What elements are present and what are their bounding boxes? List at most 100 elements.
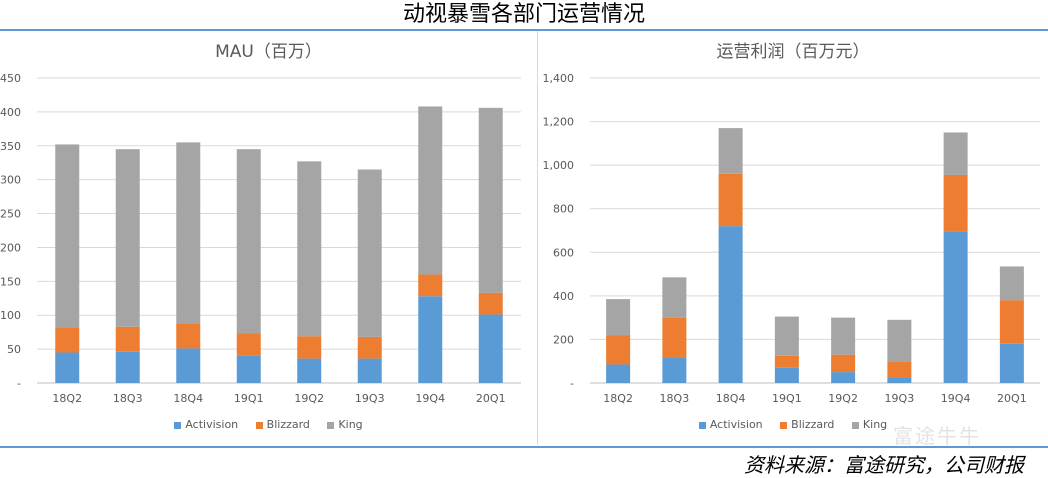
bar-segment-king: [662, 277, 687, 318]
y-tick-label: 200: [0, 241, 21, 254]
legend-label: Activision: [185, 418, 239, 431]
y-tick-label: 450: [0, 72, 21, 85]
legend-item-king: King: [851, 418, 888, 431]
bar-segment-blizzard: [297, 336, 322, 359]
legend-label: Blizzard: [791, 418, 835, 431]
x-tick-label: 20Q1: [997, 392, 1027, 405]
title-underline: [0, 29, 1048, 31]
legend-swatch: [255, 421, 263, 429]
x-tick-label: 18Q2: [52, 392, 82, 405]
y-tick-label: 150: [0, 275, 21, 288]
bar-segment-activision: [176, 348, 201, 383]
x-tick-label: 18Q3: [113, 392, 143, 405]
x-tick-label: 18Q4: [173, 392, 203, 405]
bar-segment-king: [774, 316, 799, 356]
x-tick-label: 19Q4: [941, 392, 971, 405]
bar-segment-blizzard: [418, 274, 443, 297]
operating-profit-chart: - 200 400 600 800 1,000 1,200 1,400 18Q2 18Q3 18Q4…: [543, 72, 1040, 405]
y-tick-label: 250: [0, 208, 21, 221]
bar-segment-activision: [718, 226, 743, 383]
bar-segment-king: [606, 299, 631, 336]
x-tick-label: 19Q2: [828, 392, 858, 405]
legend-item-blizzard: Blizzard: [780, 418, 834, 431]
bar-segment-blizzard: [774, 355, 799, 368]
x-tick-label: 19Q4: [415, 392, 445, 405]
bar-segment-activision: [418, 296, 443, 383]
source-note: 资料来源：富途研究，公司财报: [744, 453, 1024, 477]
y-tick-label: 800: [553, 203, 574, 216]
bar-segment-king: [297, 161, 322, 337]
legend-item-blizzard: Blizzard: [255, 418, 310, 431]
bar-segment-activision: [774, 367, 799, 383]
mau-chart-panel: MAU（百万） - 50 100 150 200 250 300 350 400 450 18Q2 1…: [0, 31, 537, 445]
page-title: 动视暴雪各部门运营情况: [402, 2, 645, 27]
x-tick-label: 19Q2: [294, 392, 324, 405]
panel-divider: [537, 31, 538, 445]
chart-title: 运营利润（百万元）: [716, 42, 870, 62]
x-tick-label: 19Q3: [355, 392, 385, 405]
y-tick-label: 1,200: [543, 116, 575, 129]
bar-segment-king: [115, 149, 140, 327]
bar-segment-activision: [478, 314, 503, 383]
legend-label: King: [862, 418, 888, 431]
legend-swatch: [698, 421, 706, 429]
chart-legend: Activision Blizzard King: [538, 418, 1048, 431]
legend-label: King: [338, 418, 363, 431]
bar-segment-blizzard: [357, 336, 382, 359]
legend-label: Blizzard: [266, 418, 310, 431]
bar-segment-king: [718, 128, 743, 174]
bar-segment-activision: [943, 231, 968, 383]
bar-segment-king: [236, 149, 261, 334]
x-tick-label: 18Q2: [603, 392, 633, 405]
y-tick-label: 400: [553, 290, 574, 303]
y-tick-label: 400: [0, 106, 21, 119]
bar-segment-king: [999, 266, 1024, 301]
bar-segment-blizzard: [606, 335, 631, 365]
x-tick-label: 19Q3: [885, 392, 915, 405]
bar-segment-blizzard: [999, 300, 1024, 344]
x-tick-label: 19Q1: [772, 392, 802, 405]
y-tick-label: 100: [0, 309, 21, 322]
bar-segment-king: [478, 107, 503, 293]
y-tick-label: 200: [553, 333, 574, 346]
operating-profit-chart-panel: 运营利润（百万元） - 200 400 600 800 1,000 1,200 1,400 18…: [538, 31, 1048, 445]
bar-segment-blizzard: [943, 174, 968, 232]
x-tick-label: 18Q4: [716, 392, 746, 405]
bar-segment-king: [418, 106, 443, 275]
bar-segment-blizzard: [831, 354, 856, 373]
bar-segment-activision: [887, 377, 912, 383]
bar-segment-blizzard: [115, 326, 140, 352]
bar-segment-activision: [115, 351, 140, 383]
x-tick-label: 19Q1: [234, 392, 264, 405]
legend-swatch: [780, 421, 788, 429]
legend-swatch: [327, 421, 335, 429]
bar-segment-activision: [606, 364, 631, 383]
legend-swatch: [851, 421, 859, 429]
bar-segment-blizzard: [55, 327, 80, 353]
bar-segment-king: [831, 317, 856, 355]
bar-segment-blizzard: [478, 292, 503, 315]
y-tick-label: -: [570, 377, 574, 390]
bar-segment-blizzard: [718, 173, 743, 227]
y-tick-label: 50: [7, 343, 21, 356]
y-tick-label: 300: [0, 174, 21, 187]
bar-segment-blizzard: [236, 333, 261, 356]
bar-segment-king: [943, 132, 968, 175]
bar-segment-king: [55, 144, 80, 328]
legend-label: Activision: [709, 418, 763, 431]
bar-segment-activision: [55, 352, 80, 383]
legend-item-activision: Activision: [174, 418, 238, 431]
bar-segment-activision: [357, 358, 382, 383]
bar-segment-blizzard: [662, 317, 687, 358]
bar-segment-activision: [236, 355, 261, 383]
legend-item-king: King: [327, 418, 363, 431]
y-tick-label: 1,400: [543, 72, 575, 85]
legend-item-activision: Activision: [698, 418, 763, 431]
bar-segment-blizzard: [176, 323, 201, 349]
footer-rule: [0, 446, 1048, 448]
bar-segment-king: [176, 142, 201, 324]
chart-legend: Activision Blizzard King: [0, 418, 537, 431]
bar-segment-king: [357, 169, 382, 337]
watermark: 富途牛牛: [893, 424, 981, 448]
bar-segment-king: [887, 319, 912, 362]
